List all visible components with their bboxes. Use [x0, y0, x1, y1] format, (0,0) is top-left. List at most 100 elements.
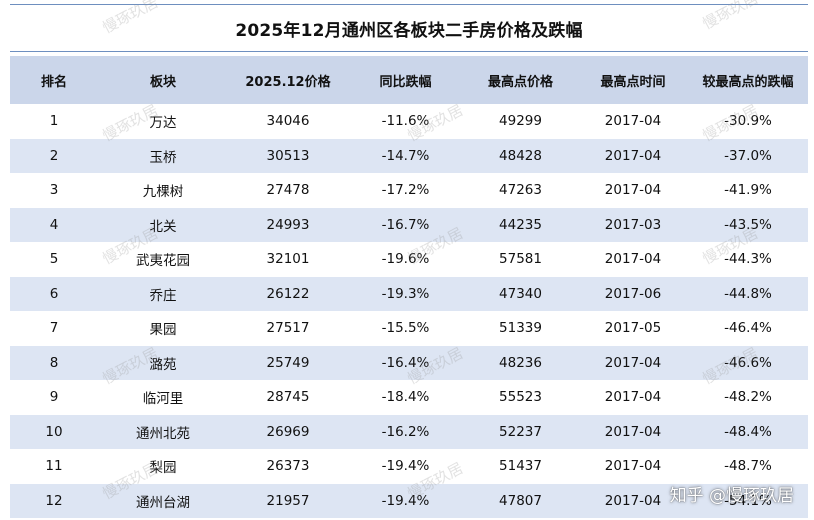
- cell-peak-price: 47263: [463, 173, 578, 208]
- cell-peak-time: 2017-04: [578, 483, 688, 518]
- cell-rank: 3: [10, 173, 98, 208]
- cell-district: 临河里: [98, 380, 228, 415]
- cell-yoy-drop: -16.2%: [348, 414, 463, 449]
- cell-district: 武夷花园: [98, 242, 228, 277]
- table-row: 7 果园 27517 -15.5% 51339 2017-05 -46.4%: [10, 311, 808, 346]
- cell-district: 北关: [98, 207, 228, 242]
- cell-rank: 1: [10, 104, 98, 139]
- cell-rank: 6: [10, 276, 98, 311]
- table-row: 4 北关 24993 -16.7% 44235 2017-03 -43.5%: [10, 207, 808, 242]
- cell-rank: 9: [10, 380, 98, 415]
- cell-rank: 2: [10, 138, 98, 173]
- table-row: 1 万达 34046 -11.6% 49299 2017-04 -30.9%: [10, 104, 808, 139]
- cell-price: 30513: [228, 138, 348, 173]
- price-table: 排名 板块 2025.12价格 同比跌幅 最高点价格 最高点时间 较最高点的跌幅…: [10, 56, 808, 518]
- cell-yoy-drop: -19.6%: [348, 242, 463, 277]
- cell-yoy-drop: -14.7%: [348, 138, 463, 173]
- cell-price: 26122: [228, 276, 348, 311]
- cell-drop-from-peak: -44.3%: [688, 242, 808, 277]
- cell-peak-price: 55523: [463, 380, 578, 415]
- table-row: 6 乔庄 26122 -19.3% 47340 2017-06 -44.8%: [10, 276, 808, 311]
- cell-price: 21957: [228, 483, 348, 518]
- table-row: 9 临河里 28745 -18.4% 55523 2017-04 -48.2%: [10, 380, 808, 415]
- header-peak-time: 最高点时间: [578, 56, 688, 104]
- cell-drop-from-peak: -46.4%: [688, 311, 808, 346]
- page-title: 2025年12月通州区各板块二手房价格及跌幅: [235, 20, 583, 41]
- cell-peak-price: 49299: [463, 104, 578, 139]
- cell-price: 24993: [228, 207, 348, 242]
- header-peak-price: 最高点价格: [463, 56, 578, 104]
- cell-peak-time: 2017-04: [578, 414, 688, 449]
- header-drop-from-peak: 较最高点的跌幅: [688, 56, 808, 104]
- cell-price: 32101: [228, 242, 348, 277]
- table-row: 8 潞苑 25749 -16.4% 48236 2017-04 -46.6%: [10, 345, 808, 380]
- cell-district: 玉桥: [98, 138, 228, 173]
- cell-district: 梨园: [98, 449, 228, 484]
- cell-district: 果园: [98, 311, 228, 346]
- cell-price: 27517: [228, 311, 348, 346]
- cell-yoy-drop: -17.2%: [348, 173, 463, 208]
- cell-drop-from-peak: -37.0%: [688, 138, 808, 173]
- cell-peak-time: 2017-04: [578, 380, 688, 415]
- cell-peak-price: 51339: [463, 311, 578, 346]
- cell-peak-price: 48428: [463, 138, 578, 173]
- cell-district: 通州台湖: [98, 483, 228, 518]
- cell-peak-time: 2017-04: [578, 173, 688, 208]
- cell-peak-price: 48236: [463, 345, 578, 380]
- cell-yoy-drop: -19.4%: [348, 449, 463, 484]
- cell-peak-time: 2017-04: [578, 345, 688, 380]
- cell-yoy-drop: -11.6%: [348, 104, 463, 139]
- cell-peak-price: 44235: [463, 207, 578, 242]
- cell-district: 万达: [98, 104, 228, 139]
- table-row: 12 通州台湖 21957 -19.4% 47807 2017-04 -54.1…: [10, 483, 808, 518]
- cell-peak-time: 2017-04: [578, 242, 688, 277]
- cell-rank: 10: [10, 414, 98, 449]
- cell-district: 九棵树: [98, 173, 228, 208]
- cell-drop-from-peak: -43.5%: [688, 207, 808, 242]
- table-row: 11 梨园 26373 -19.4% 51437 2017-04 -48.7%: [10, 449, 808, 484]
- cell-drop-from-peak: -54.1%: [688, 483, 808, 518]
- cell-peak-time: 2017-04: [578, 138, 688, 173]
- cell-yoy-drop: -18.4%: [348, 380, 463, 415]
- cell-rank: 5: [10, 242, 98, 277]
- cell-price: 34046: [228, 104, 348, 139]
- cell-peak-price: 47340: [463, 276, 578, 311]
- header-rank: 排名: [10, 56, 98, 104]
- cell-yoy-drop: -19.3%: [348, 276, 463, 311]
- cell-drop-from-peak: -30.9%: [688, 104, 808, 139]
- cell-peak-time: 2017-04: [578, 449, 688, 484]
- cell-rank: 7: [10, 311, 98, 346]
- table-row: 2 玉桥 30513 -14.7% 48428 2017-04 -37.0%: [10, 138, 808, 173]
- header-yoy-drop: 同比跌幅: [348, 56, 463, 104]
- cell-peak-time: 2017-04: [578, 104, 688, 139]
- table-row: 10 通州北苑 26969 -16.2% 52237 2017-04 -48.4…: [10, 414, 808, 449]
- cell-drop-from-peak: -48.4%: [688, 414, 808, 449]
- cell-peak-price: 47807: [463, 483, 578, 518]
- cell-district: 乔庄: [98, 276, 228, 311]
- cell-yoy-drop: -19.4%: [348, 483, 463, 518]
- cell-price: 26373: [228, 449, 348, 484]
- cell-drop-from-peak: -48.2%: [688, 380, 808, 415]
- cell-drop-from-peak: -41.9%: [688, 173, 808, 208]
- header-row: 排名 板块 2025.12价格 同比跌幅 最高点价格 最高点时间 较最高点的跌幅: [10, 56, 808, 104]
- credit-watermark: 知乎 @慢琢玖居: [669, 486, 794, 506]
- cell-peak-time: 2017-05: [578, 311, 688, 346]
- cell-rank: 12: [10, 483, 98, 518]
- cell-yoy-drop: -15.5%: [348, 311, 463, 346]
- cell-peak-price: 51437: [463, 449, 578, 484]
- cell-price: 25749: [228, 345, 348, 380]
- header-price: 2025.12价格: [228, 56, 348, 104]
- cell-drop-from-peak: -48.7%: [688, 449, 808, 484]
- cell-peak-price: 52237: [463, 414, 578, 449]
- header-district: 板块: [98, 56, 228, 104]
- cell-peak-time: 2017-03: [578, 207, 688, 242]
- cell-rank: 8: [10, 345, 98, 380]
- cell-rank: 4: [10, 207, 98, 242]
- table-row: 3 九棵树 27478 -17.2% 47263 2017-04 -41.9%: [10, 173, 808, 208]
- cell-drop-from-peak: -46.6%: [688, 345, 808, 380]
- cell-peak-price: 57581: [463, 242, 578, 277]
- cell-district: 通州北苑: [98, 414, 228, 449]
- title-bar: 2025年12月通州区各板块二手房价格及跌幅: [10, 4, 808, 52]
- cell-drop-from-peak: -44.8%: [688, 276, 808, 311]
- cell-district: 潞苑: [98, 345, 228, 380]
